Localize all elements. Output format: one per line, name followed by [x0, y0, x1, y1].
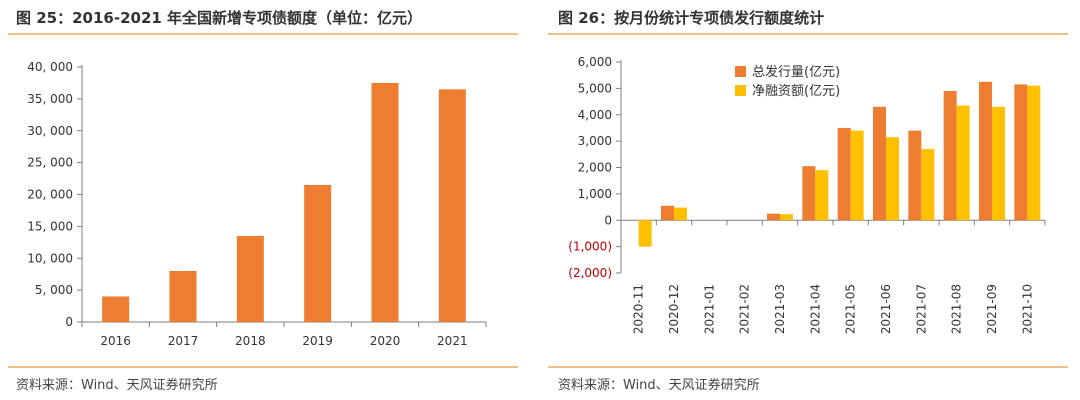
x-tick-label: 2021 [437, 334, 468, 348]
bar-net-financing-2020-11 [638, 220, 652, 247]
x-tick-label: 2021-07 [914, 284, 928, 334]
x-tick-label: 2021-02 [738, 284, 752, 334]
x-tick-label: 2018 [235, 334, 266, 348]
x-tick-label: 2020-11 [632, 284, 646, 334]
x-tick-label: 2021-03 [773, 284, 787, 334]
x-tick-label: 2021-08 [950, 284, 964, 334]
left-source-note: 资料来源：Wind、天风证券研究所 [16, 378, 218, 393]
y-tick-label: 30, 000 [27, 124, 73, 138]
y-tick-label: 10, 000 [27, 251, 73, 265]
bar-total-issuance-2021-09 [979, 81, 992, 221]
y-tick-label: 40, 000 [27, 60, 73, 74]
bar-2017 [169, 271, 197, 322]
left-title-rule [8, 33, 518, 35]
y-tick-label: 15, 000 [27, 219, 73, 233]
x-tick-label: 2021-04 [808, 284, 822, 334]
y-tick-label: 0 [604, 213, 612, 227]
x-tick-label: 2021-10 [1020, 284, 1034, 334]
y-tick-label: 4,000 [578, 108, 612, 122]
right-chart-panel: 图 26：按月份统计专项债发行额度统计 (2,000) (1,000) 0 1,000… [548, 0, 1080, 400]
right-source-note: 资料来源：Wind、天风证券研究所 [558, 378, 760, 393]
legend-label-total-issuance: 总发行量(亿元) [752, 64, 840, 80]
x-tick-label: 2016 [100, 334, 131, 348]
bar-net-financing-2021-10 [1027, 85, 1041, 221]
y-tick-label: (1,000) [568, 240, 612, 254]
y-tick-label: 2,000 [578, 161, 612, 175]
y-tick-label: 3,000 [578, 134, 612, 148]
bar-total-issuance-2021-08 [943, 91, 957, 221]
bar-net-financing-2021-05 [850, 130, 864, 221]
x-tick-label: 2019 [302, 334, 333, 348]
legend-swatch-net-financing [735, 85, 746, 96]
bar-2021 [438, 89, 466, 322]
bar-total-issuance-2021-06 [873, 106, 886, 221]
y-tick-label: 5, 000 [35, 283, 73, 297]
left-chart-title: 图 25：2016-2021 年全国新增专项债额度（单位：亿元） [16, 9, 423, 27]
x-tick-label: 2021-09 [985, 284, 999, 334]
bar-net-financing-2021-06 [886, 137, 899, 221]
right-chart-title: 图 26：按月份统计专项债发行额度统计 [558, 9, 825, 27]
x-tick-label: 2021-05 [844, 284, 858, 334]
right-title-rule [548, 33, 1068, 35]
y-tick-label: 35, 000 [27, 92, 73, 106]
right-bar-chart: (2,000) (1,000) 0 1,000 2,000 3,000 4,000 5,000… [568, 55, 1046, 334]
bar-total-issuance-2021-10 [1014, 84, 1028, 221]
bar-2018 [236, 235, 264, 322]
x-tick-label: 2017 [168, 334, 199, 348]
x-tick-label: 2021-06 [879, 284, 893, 334]
left-chart-panel: 图 25：2016-2021 年全国新增专项债额度（单位：亿元） 0 5, 000… [0, 0, 530, 400]
left-source-rule [8, 366, 518, 368]
y-tick-label: 6,000 [578, 55, 612, 69]
bar-net-financing-2021-07 [921, 149, 935, 221]
bar-total-issuance-2020-12 [661, 205, 674, 221]
y-tick-label: 20, 000 [27, 188, 73, 202]
y-tick-label: (2,000) [568, 266, 612, 280]
x-tick-label: 2020-12 [667, 284, 681, 334]
x-tick-label: 2020 [370, 334, 401, 348]
y-tick-label: 1,000 [578, 187, 612, 201]
y-tick-label: 25, 000 [27, 156, 73, 170]
bar-total-issuance-2021-07 [908, 130, 922, 221]
y-tick-label: 5,000 [578, 81, 612, 95]
bar-net-financing-2021-04 [815, 170, 829, 221]
right-source-rule [548, 366, 1068, 368]
bar-total-issuance-2021-05 [837, 127, 851, 221]
bar-2020 [371, 82, 399, 322]
legend-swatch-total-issuance [735, 66, 746, 77]
left-bar-chart: 0 5, 000 10, 000 15, 000 20, 000 25, 000 30, 0… [27, 60, 487, 348]
bar-net-financing-2021-09 [992, 106, 1005, 221]
y-tick-label: 0 [65, 315, 73, 329]
bar-net-financing-2021-03 [780, 214, 793, 221]
bar-2016 [102, 296, 130, 322]
bar-net-financing-2020-12 [674, 207, 687, 221]
legend-label-net-financing: 净融资额(亿元) [752, 84, 840, 99]
bar-total-issuance-2021-03 [767, 213, 780, 221]
x-tick-label: 2021-01 [702, 284, 716, 334]
bar-total-issuance-2021-04 [802, 166, 816, 221]
bar-net-financing-2021-08 [956, 105, 970, 221]
bar-2019 [304, 184, 332, 322]
